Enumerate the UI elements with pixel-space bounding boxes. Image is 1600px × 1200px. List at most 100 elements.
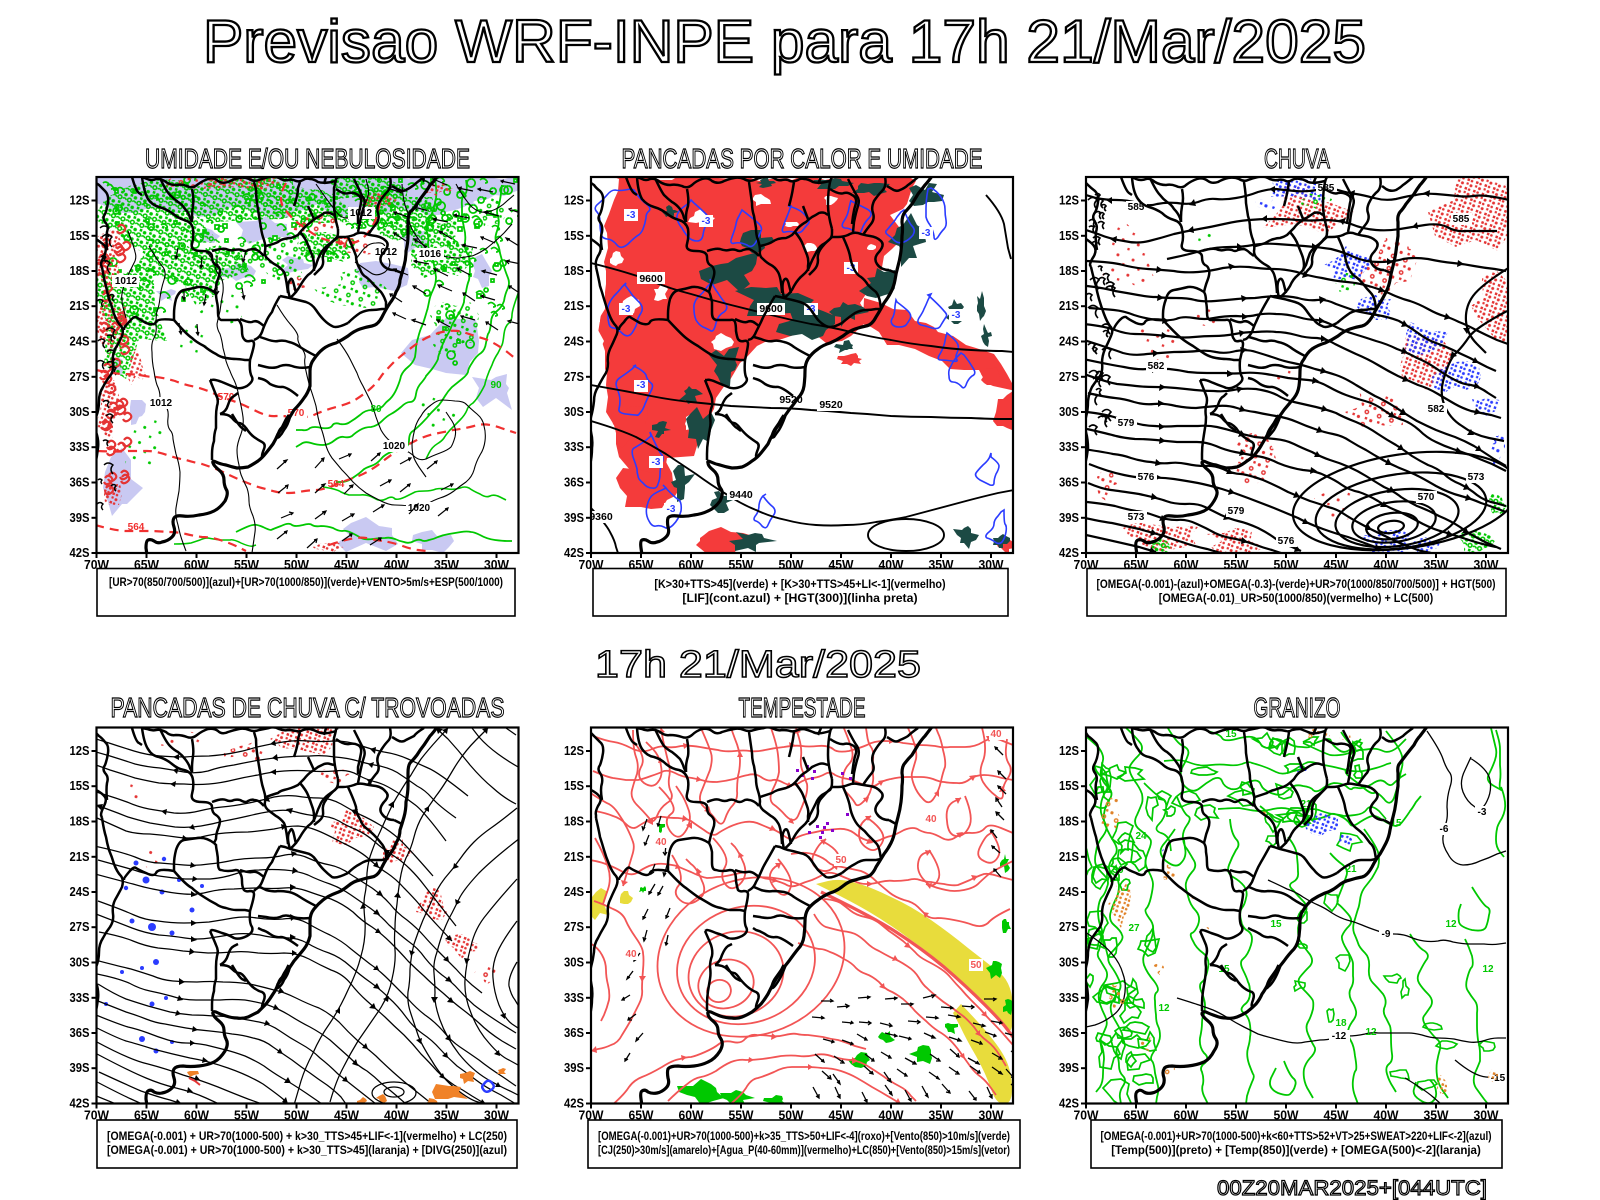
- svg-text:[OMEGA(-0.001)+UR>70(1000-500): [OMEGA(-0.001)+UR>70(1000-500)+k<60+TTS>…: [1101, 1131, 1492, 1143]
- svg-text:30W: 30W: [484, 1108, 510, 1123]
- svg-text:-3: -3: [652, 457, 661, 468]
- svg-text:24S: 24S: [1059, 334, 1079, 349]
- svg-text:24S: 24S: [1059, 884, 1079, 899]
- svg-text:80: 80: [426, 204, 438, 215]
- svg-text:33S: 33S: [564, 990, 584, 1005]
- svg-text:[UR>70(850/700/500)](azul)+[UR: [UR>70(850/700/500)](azul)+[UR>70(1000/8…: [109, 577, 503, 589]
- svg-text:[Temp(500)](preto) + [Temp(850: [Temp(500)](preto) + [Temp(850)](verde) …: [1111, 1145, 1481, 1157]
- svg-text:-3: -3: [622, 304, 631, 315]
- svg-text:36S: 36S: [564, 1025, 584, 1040]
- svg-text:33S: 33S: [70, 990, 90, 1005]
- svg-text:21: 21: [1345, 864, 1357, 875]
- svg-text:12S: 12S: [564, 743, 584, 758]
- svg-text:576: 576: [338, 237, 355, 248]
- svg-text:576: 576: [1278, 536, 1295, 547]
- svg-text:27S: 27S: [564, 369, 584, 384]
- svg-text:27S: 27S: [70, 919, 90, 934]
- svg-text:-3: -3: [627, 210, 636, 221]
- svg-text:[CJ(250)>30m/s](amarelo)+[Agua: [CJ(250)>30m/s](amarelo)+[Agua_P(40-60mm…: [598, 1145, 1010, 1157]
- svg-text:12: 12: [1482, 964, 1494, 975]
- svg-text:-3: -3: [702, 216, 711, 227]
- svg-text:36S: 36S: [1059, 1025, 1079, 1040]
- svg-text:15S: 15S: [564, 778, 584, 793]
- svg-text:39S: 39S: [564, 510, 584, 525]
- svg-text:570: 570: [218, 392, 235, 403]
- svg-text:40: 40: [655, 837, 667, 848]
- svg-text:39S: 39S: [1059, 1060, 1079, 1075]
- svg-text:18S: 18S: [564, 263, 584, 278]
- svg-text:36S: 36S: [70, 1025, 90, 1040]
- svg-text:27: 27: [1128, 923, 1140, 934]
- svg-text:[OMEGA(-0.001) + UR>70(1000-50: [OMEGA(-0.001) + UR>70(1000-500) + k>30_…: [107, 1145, 507, 1157]
- svg-text:12: 12: [1158, 1003, 1170, 1014]
- svg-text:24S: 24S: [70, 334, 90, 349]
- svg-text:TEMPESTADE: TEMPESTADE: [739, 692, 866, 723]
- svg-text:39S: 39S: [70, 1060, 90, 1075]
- svg-text:21S: 21S: [1059, 849, 1079, 864]
- svg-text:33S: 33S: [70, 439, 90, 454]
- svg-text:18S: 18S: [564, 814, 584, 829]
- svg-text:18S: 18S: [70, 814, 90, 829]
- svg-text:UMIDADE E/OU NEBULOSIDADE: UMIDADE E/OU NEBULOSIDADE: [145, 143, 470, 174]
- svg-text:27S: 27S: [564, 919, 584, 934]
- svg-text:70W: 70W: [84, 1108, 110, 1123]
- svg-text:65W: 65W: [629, 1108, 655, 1123]
- svg-text:55W: 55W: [234, 1108, 260, 1123]
- svg-text:27S: 27S: [70, 369, 90, 384]
- svg-text:582: 582: [1148, 361, 1165, 372]
- svg-text:40: 40: [625, 949, 637, 960]
- svg-text:33S: 33S: [1059, 439, 1079, 454]
- svg-text:12S: 12S: [1059, 193, 1079, 208]
- svg-text:15S: 15S: [1059, 228, 1079, 243]
- svg-text:30S: 30S: [564, 404, 584, 419]
- svg-text:36S: 36S: [70, 475, 90, 490]
- svg-text:65W: 65W: [134, 1108, 160, 1123]
- svg-text:24S: 24S: [564, 884, 584, 899]
- svg-text:21S: 21S: [564, 849, 584, 864]
- svg-text:12S: 12S: [70, 743, 90, 758]
- svg-text:45W: 45W: [334, 1108, 360, 1123]
- svg-text:42S: 42S: [70, 545, 90, 560]
- svg-text:9520: 9520: [819, 399, 843, 411]
- svg-text:30S: 30S: [564, 955, 584, 970]
- svg-text:585: 585: [1453, 214, 1470, 225]
- svg-text:55W: 55W: [1224, 1108, 1250, 1123]
- svg-text:27S: 27S: [1059, 369, 1079, 384]
- svg-text:50W: 50W: [779, 1108, 805, 1123]
- svg-text:1020: 1020: [383, 441, 406, 452]
- svg-text:17h 21/Mar/2025: 17h 21/Mar/2025: [595, 644, 921, 686]
- svg-text:[OMEGA(-0.001) + UR>70(1000-50: [OMEGA(-0.001) + UR>70(1000-500) + k>30_…: [107, 1131, 507, 1143]
- svg-text:21S: 21S: [564, 298, 584, 313]
- svg-text:50W: 50W: [1274, 1108, 1300, 1123]
- svg-text:33S: 33S: [564, 439, 584, 454]
- svg-text:00Z20MAR2025+[044UTC]: 00Z20MAR2025+[044UTC]: [1217, 1176, 1487, 1200]
- svg-text:570: 570: [1418, 492, 1435, 503]
- svg-text:-3: -3: [667, 504, 676, 515]
- svg-text:42S: 42S: [70, 1096, 90, 1111]
- svg-text:21S: 21S: [1059, 298, 1079, 313]
- svg-text:1012: 1012: [115, 276, 138, 287]
- svg-text:-3: -3: [1478, 807, 1487, 818]
- svg-text:-3: -3: [637, 380, 646, 391]
- svg-text:15S: 15S: [564, 228, 584, 243]
- svg-text:45W: 45W: [1324, 1108, 1350, 1123]
- svg-text:30W: 30W: [979, 1108, 1005, 1123]
- svg-text:1012: 1012: [375, 247, 398, 258]
- svg-text:39S: 39S: [70, 510, 90, 525]
- svg-text:9440: 9440: [729, 489, 753, 501]
- svg-text:30S: 30S: [1059, 955, 1079, 970]
- svg-text:15S: 15S: [70, 228, 90, 243]
- svg-text:42S: 42S: [1059, 1096, 1079, 1111]
- svg-text:30S: 30S: [70, 955, 90, 970]
- svg-text:24S: 24S: [564, 334, 584, 349]
- svg-text:40W: 40W: [879, 1108, 905, 1123]
- svg-text:-3: -3: [922, 228, 931, 239]
- svg-text:12S: 12S: [1059, 743, 1079, 758]
- svg-text:42S: 42S: [564, 545, 584, 560]
- svg-text:40: 40: [990, 729, 1002, 740]
- svg-text:GRANIZO: GRANIZO: [1254, 692, 1341, 723]
- svg-text:12: 12: [1365, 1027, 1377, 1038]
- svg-text:42S: 42S: [1059, 545, 1079, 560]
- svg-text:33S: 33S: [1059, 990, 1079, 1005]
- svg-text:60W: 60W: [679, 1108, 705, 1123]
